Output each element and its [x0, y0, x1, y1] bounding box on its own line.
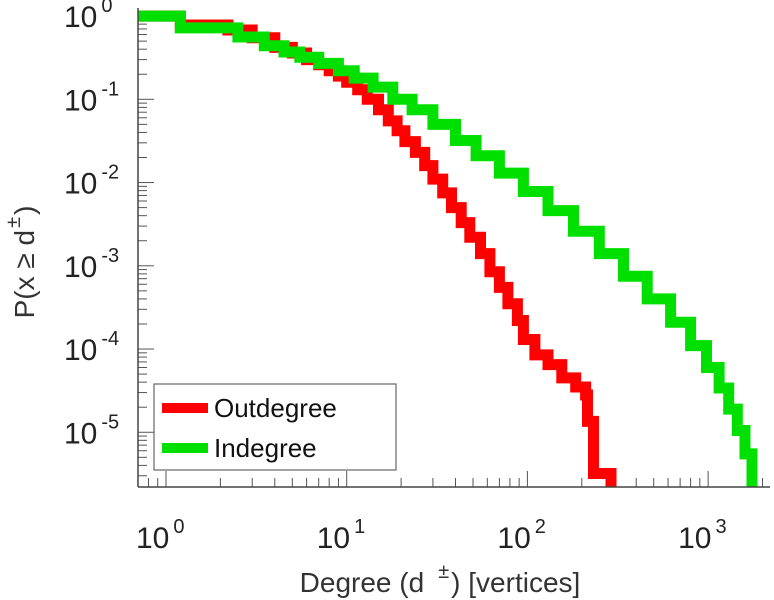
legend-box [153, 383, 397, 471]
y-tick-label: 10 -2 [64, 162, 119, 201]
y-tick-label: 10 -3 [64, 245, 119, 284]
x-tick-label: 10 1 [317, 516, 366, 555]
x-tick-label: 10 0 [136, 516, 185, 555]
legend-label-indegree: Indegree [214, 433, 317, 463]
y-tick-label: 10 0 [64, 0, 113, 34]
x-tick-label: 10 3 [678, 516, 727, 555]
legend-label-outdegree: Outdegree [214, 393, 337, 423]
x-axis-title: Degree (d ±) [vertices] [300, 561, 581, 598]
axis-titles: Degree (d ±) [vertices] P(x ≥ d±) [3, 206, 580, 598]
y-tick-label: 10 -5 [64, 411, 119, 450]
series-line-indegree [138, 10, 758, 487]
axis-frame [137, 8, 770, 488]
legend: Outdegree Indegree [153, 383, 397, 471]
y-tick-label: 10 -4 [64, 328, 119, 367]
y-axis-title: P(x ≥ d±) [3, 206, 40, 319]
tick-labels: 10 0 10 1 10 2 10 3 10 0 10 -1 10 -2 10 -3 10 -4 10 -5 [64, 0, 727, 555]
series-lines [138, 10, 758, 487]
x-tick-label: 10 2 [497, 516, 546, 555]
y-tick-label: 10 -1 [64, 78, 119, 117]
